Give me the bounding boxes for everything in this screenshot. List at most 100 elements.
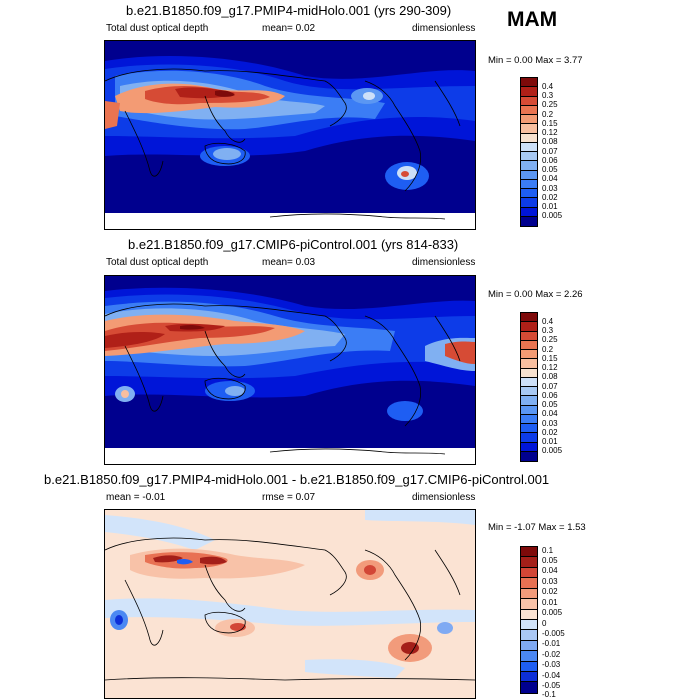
panel1-mean: mean= 0.02 — [262, 23, 316, 34]
panel2-colorbar-bin — [521, 322, 537, 332]
panel3-level-label: 0 — [542, 619, 547, 628]
panel1-level-label: 0.12 — [542, 128, 558, 137]
panel1-colorbar-bin — [521, 152, 537, 162]
panel1-colorbar — [520, 77, 538, 227]
panel1-colorbar-bin — [521, 133, 537, 143]
panel3-colorbar — [520, 546, 538, 694]
panel2-level-label: 0.03 — [542, 419, 558, 428]
panel1-colorbar-bin — [521, 207, 537, 217]
panel1-colorbar-bin — [521, 115, 537, 125]
panel3-level-label: -0.005 — [542, 629, 565, 638]
panel3-level-label: 0.02 — [542, 587, 558, 596]
panel2-colorbar — [520, 312, 538, 462]
panel1-level-label: 0.01 — [542, 202, 558, 211]
panel2-level-label: 0.4 — [542, 317, 554, 326]
panel2-level-label: 0.01 — [542, 437, 558, 446]
panel3-level-label: -0.03 — [542, 660, 561, 669]
panel1-colorbar-bin — [521, 179, 537, 189]
panel2-colorbar-bin — [521, 433, 537, 443]
panel2-colorbar-bin — [521, 396, 537, 406]
panel1-level-label: 0.03 — [542, 184, 558, 193]
panel3-level-label: -0.02 — [542, 650, 561, 659]
panel1-variable-label: Total dust optical depth — [106, 23, 209, 34]
panel2-level-label: 0.25 — [542, 335, 558, 344]
panel1-level-label: 0.4 — [542, 82, 554, 91]
panel3-level-label: 0.1 — [542, 546, 554, 555]
panel2-level-label: 0.005 — [542, 446, 563, 455]
season-label: MAM — [507, 8, 558, 31]
panel2-level-label: 0.04 — [542, 409, 558, 418]
panel3-level-label: 0.04 — [542, 566, 558, 575]
panel2-colorbar-bin — [521, 377, 537, 387]
panel3-colorbar-bin — [521, 672, 537, 683]
panel3-colorbar-bin — [521, 547, 537, 558]
panel3-colorbar-bin — [521, 630, 537, 641]
panel1-colorbar-bin — [521, 189, 537, 199]
panel1-level-label: 0.3 — [542, 91, 554, 100]
panel2-level-label: 0.02 — [542, 428, 558, 437]
panel1-colorbar-bin — [521, 78, 537, 88]
panel1-level-label: 0.04 — [542, 174, 558, 183]
panel1-level-label: 0.05 — [542, 165, 558, 174]
panel3-mean: mean = -0.01 — [106, 492, 166, 503]
panel1-colorbar-bin — [521, 142, 537, 152]
panel3-title: b.e21.B1850.f09_g17.PMIP4-midHolo.001 - … — [44, 472, 550, 487]
panel1-colorbar-bin — [521, 96, 537, 106]
panel2-colorbar-bin — [521, 368, 537, 378]
panel1-colorbar-bin — [521, 161, 537, 171]
panel1-level-label: 0.005 — [542, 211, 563, 220]
panel3-level-label: 0.03 — [542, 577, 558, 586]
panel1-colorbar-bin — [521, 198, 537, 208]
panel3-colorbar-bin — [521, 661, 537, 673]
panel3-colorbar-bin — [521, 640, 537, 652]
panel3-colorbar-bin — [521, 651, 537, 662]
panel2-units: dimensionless — [412, 257, 476, 268]
panel2-colorbar-bin — [521, 340, 537, 350]
panel1-level-label: 0.2 — [542, 110, 554, 119]
panel1-level-label: 0.07 — [542, 147, 558, 156]
panel2-level-label: 0.05 — [542, 400, 558, 409]
panel3-colorbar-bin — [521, 557, 537, 568]
panel2-variable-label: Total dust optical depth — [106, 257, 209, 268]
panel2-level-label: 0.3 — [542, 326, 554, 335]
panel1-colorbar-bin — [521, 216, 537, 226]
panel1-units: dimensionless — [412, 23, 476, 34]
panel1-colorbar-bin — [521, 105, 537, 115]
panel3-minmax: Min = -1.07 Max = 1.53 — [488, 522, 586, 533]
panel2-map — [104, 275, 476, 465]
panel2-colorbar-bin — [521, 331, 537, 341]
panel2-colorbar-bin — [521, 313, 537, 323]
panel1-level-label: 0.02 — [542, 193, 558, 202]
panel3-map — [104, 509, 476, 699]
panel1-title: b.e21.B1850.f09_g17.PMIP4-midHolo.001 (y… — [126, 3, 452, 18]
panel2-level-label: 0.07 — [542, 382, 558, 391]
panel2-minmax: Min = 0.00 Max = 2.26 — [488, 289, 583, 300]
panel3-colorbar-bin — [521, 682, 537, 693]
panel2-level-label: 0.06 — [542, 391, 558, 400]
panel3-level-label: -0.01 — [542, 639, 561, 648]
panel3-level-label: 0.05 — [542, 556, 558, 565]
panel1-colorbar-bin — [521, 124, 537, 134]
panel1-level-label: 0.08 — [542, 137, 558, 146]
panel3-colorbar-bin — [521, 599, 537, 610]
panel3-level-label: 0.005 — [542, 608, 563, 617]
panel2-mean: mean= 0.03 — [262, 257, 316, 268]
panel2-colorbar-bin — [521, 442, 537, 452]
panel3-level-label: -0.1 — [542, 690, 556, 699]
panel2-level-label: 0.15 — [542, 354, 558, 363]
panel2-colorbar-bin — [521, 350, 537, 360]
panel2-title: b.e21.B1850.f09_g17.CMIP6-piControl.001 … — [128, 237, 459, 252]
panel1-level-label: 0.25 — [542, 100, 558, 109]
panel2-level-label: 0.12 — [542, 363, 558, 372]
panel1-minmax: Min = 0.00 Max = 3.77 — [488, 55, 583, 66]
panel3-level-label: 0.01 — [542, 598, 558, 607]
panel2-colorbar-bin — [521, 387, 537, 397]
panel2-colorbar-bin — [521, 451, 537, 461]
panel3-colorbar-bin — [521, 567, 537, 579]
panel3-colorbar-bin — [521, 619, 537, 631]
panel1-level-label: 0.15 — [542, 119, 558, 128]
panel2-colorbar-bin — [521, 424, 537, 434]
panel3-level-label: -0.04 — [542, 671, 561, 680]
panel3-colorbar-bin — [521, 609, 537, 620]
panel3-colorbar-bin — [521, 588, 537, 600]
